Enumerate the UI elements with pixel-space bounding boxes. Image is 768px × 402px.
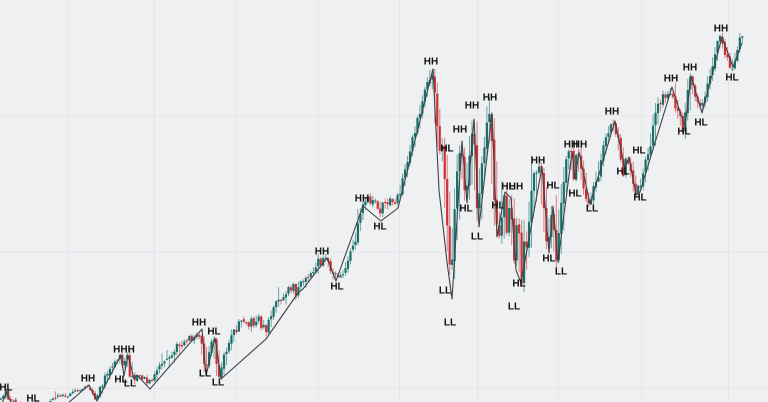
- svg-text:LL: LL: [555, 267, 567, 278]
- svg-text:HH: HH: [531, 156, 545, 167]
- svg-text:HH: HH: [453, 125, 467, 136]
- svg-text:HL: HL: [491, 201, 504, 212]
- svg-text:HH: HH: [573, 140, 587, 151]
- svg-text:HL: HL: [501, 182, 514, 193]
- svg-text:HHH: HHH: [113, 345, 135, 356]
- svg-text:HL: HL: [546, 181, 559, 192]
- svg-text:HL: HL: [207, 327, 220, 338]
- svg-text:HL: HL: [114, 375, 127, 386]
- svg-text:LL: LL: [586, 204, 598, 215]
- svg-text:HL: HL: [725, 73, 738, 84]
- svg-text:HH: HH: [483, 93, 497, 104]
- svg-text:HL: HL: [440, 144, 453, 155]
- svg-text:HH: HH: [714, 24, 728, 35]
- svg-text:HL: HL: [632, 146, 645, 157]
- svg-text:HL: HL: [677, 127, 690, 138]
- svg-text:LL: LL: [471, 232, 483, 243]
- svg-text:LL: LL: [444, 318, 456, 329]
- svg-text:HH: HH: [81, 374, 95, 385]
- svg-text:HL: HL: [330, 282, 343, 293]
- svg-text:HL: HL: [616, 167, 629, 178]
- svg-text:LL: LL: [124, 379, 136, 390]
- svg-text:HL: HL: [633, 193, 646, 204]
- svg-text:HH: HH: [315, 247, 329, 258]
- svg-text:HH: HH: [509, 182, 523, 193]
- svg-text:HH: HH: [192, 318, 206, 329]
- svg-text:HH: HH: [424, 57, 438, 68]
- svg-text:HL: HL: [373, 222, 386, 233]
- svg-text:LL: LL: [199, 369, 211, 380]
- svg-text:HL: HL: [542, 254, 555, 265]
- svg-text:HL: HL: [26, 394, 39, 402]
- svg-text:HL: HL: [459, 204, 472, 215]
- svg-text:HH: HH: [683, 63, 697, 74]
- svg-text:HH: HH: [355, 194, 369, 205]
- svg-text:HH: HH: [564, 140, 578, 151]
- svg-text:HH: HH: [465, 101, 479, 112]
- svg-text:HH: HH: [605, 107, 619, 118]
- svg-text:HL: HL: [568, 189, 581, 200]
- svg-text:LL: LL: [212, 378, 224, 389]
- svg-text:LL: LL: [439, 286, 451, 297]
- svg-text:HL: HL: [694, 118, 707, 129]
- svg-text:HL: HL: [0, 383, 13, 394]
- svg-text:HL: HL: [512, 279, 525, 290]
- svg-text:LL: LL: [508, 302, 520, 313]
- svg-text:HH: HH: [664, 74, 678, 85]
